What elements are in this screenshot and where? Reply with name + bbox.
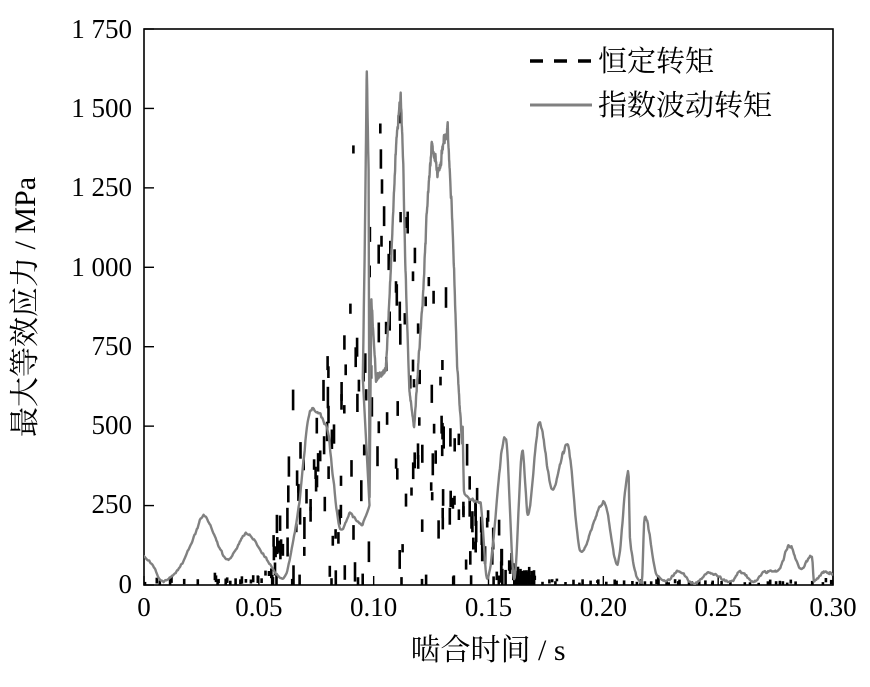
svg-text:0.20: 0.20: [580, 592, 627, 622]
svg-text:750: 750: [92, 331, 133, 361]
svg-text:1 750: 1 750: [71, 14, 132, 44]
svg-text:最大等效应力 / MPa: 最大等效应力 / MPa: [9, 177, 42, 437]
svg-text:0: 0: [137, 592, 151, 622]
svg-text:指数波动转矩: 指数波动转矩: [598, 89, 772, 122]
svg-text:0.15: 0.15: [465, 592, 512, 622]
svg-text:0.30: 0.30: [809, 592, 856, 622]
svg-text:0.10: 0.10: [350, 592, 397, 622]
svg-text:250: 250: [92, 489, 133, 519]
svg-text:1 500: 1 500: [71, 93, 132, 123]
svg-text:1 250: 1 250: [71, 172, 132, 202]
svg-text:0.05: 0.05: [235, 592, 282, 622]
svg-text:500: 500: [92, 410, 133, 440]
svg-text:恒定转矩: 恒定转矩: [598, 45, 714, 78]
svg-text:1 000: 1 000: [71, 252, 132, 282]
svg-text:0.25: 0.25: [695, 592, 742, 622]
svg-text:0: 0: [119, 569, 133, 599]
svg-text:啮合时间 / s: 啮合时间 / s: [410, 634, 565, 667]
